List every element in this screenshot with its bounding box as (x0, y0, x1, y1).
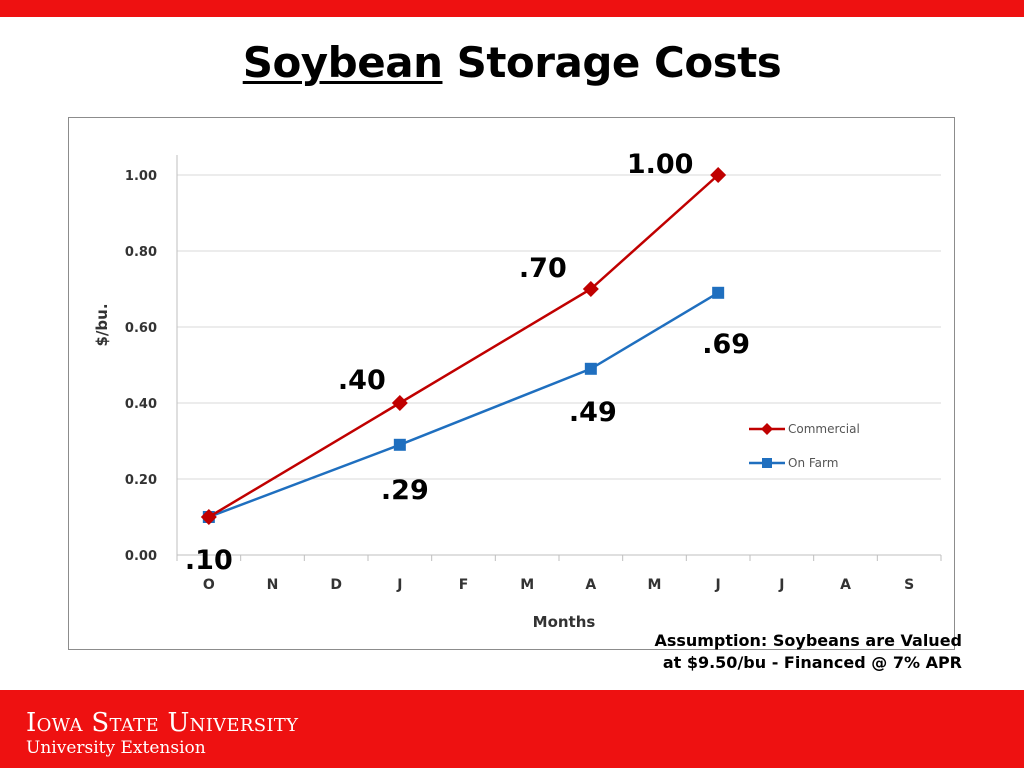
on-farm-point (584, 362, 597, 375)
x-tick-label: A (585, 577, 596, 593)
assumption-note: Assumption: Soybeans are Valued at $9.50… (654, 630, 962, 674)
y-tick-label: 0.00 (125, 549, 157, 564)
data-label: .69 (702, 329, 750, 360)
y-tick-label: 0.20 (125, 473, 157, 488)
y-tick-label: 1.00 (125, 169, 157, 184)
top-banner (0, 0, 1024, 17)
data-label: .49 (569, 397, 617, 428)
bottom-banner (0, 690, 1024, 768)
data-label: 1.00 (627, 149, 694, 180)
commercial-point (391, 395, 408, 411)
y-axis-title: $/bu. (93, 303, 111, 346)
x-tick-label: M (520, 577, 534, 593)
on-farm-point (712, 286, 725, 299)
assumption-line-2: at $9.50/bu - Financed @ 7% APR (662, 653, 962, 672)
extension-wordmark: University Extension (26, 738, 206, 758)
commercial-point (582, 281, 599, 297)
legend-marker (762, 458, 772, 468)
x-tick-label: A (840, 577, 851, 593)
university-wordmark: Iowa State University (26, 708, 299, 738)
line-chart: 0.00 0.20 0.40 0.60 0.80 1.00 O N D J F M A M J J A S Mont… (93, 149, 942, 631)
x-tick-label: D (330, 577, 342, 593)
x-tick-label: J (778, 577, 784, 593)
legend-marker (761, 423, 773, 435)
x-tick-label: N (267, 577, 279, 593)
chart-frame: 0.00 0.20 0.40 0.60 0.80 1.00 O N D J F M A M J J A S Mont… (68, 117, 955, 650)
title-underlined-word: Soybean (242, 38, 443, 87)
series-line-commercial (208, 174, 720, 519)
y-tick-label: 0.60 (125, 321, 157, 336)
on-farm-point (393, 438, 406, 451)
commercial-point (710, 167, 727, 183)
x-tick-label: J (715, 577, 721, 593)
title-rest: Storage Costs (456, 38, 782, 87)
data-label: .10 (185, 545, 233, 576)
data-label: .29 (381, 475, 429, 506)
x-axis-title: Months (533, 613, 596, 631)
commercial-point (200, 509, 217, 525)
x-tick-label: O (203, 577, 215, 593)
legend-label: On Farm (788, 456, 838, 470)
series-line-on-farm (208, 291, 719, 519)
x-tick-label: F (459, 577, 469, 593)
page-title: Soybean Storage Costs (0, 38, 1024, 87)
y-tick-label: 0.80 (125, 245, 157, 260)
x-tick-label: M (648, 577, 662, 593)
y-tick-label: 0.40 (125, 397, 157, 412)
x-tick-label: J (396, 577, 402, 593)
legend-label: Commercial (788, 422, 860, 436)
x-tick-label: S (904, 577, 914, 593)
data-label: .70 (519, 253, 567, 284)
assumption-line-1: Assumption: Soybeans are Valued (654, 631, 962, 650)
data-label: .40 (338, 365, 386, 396)
